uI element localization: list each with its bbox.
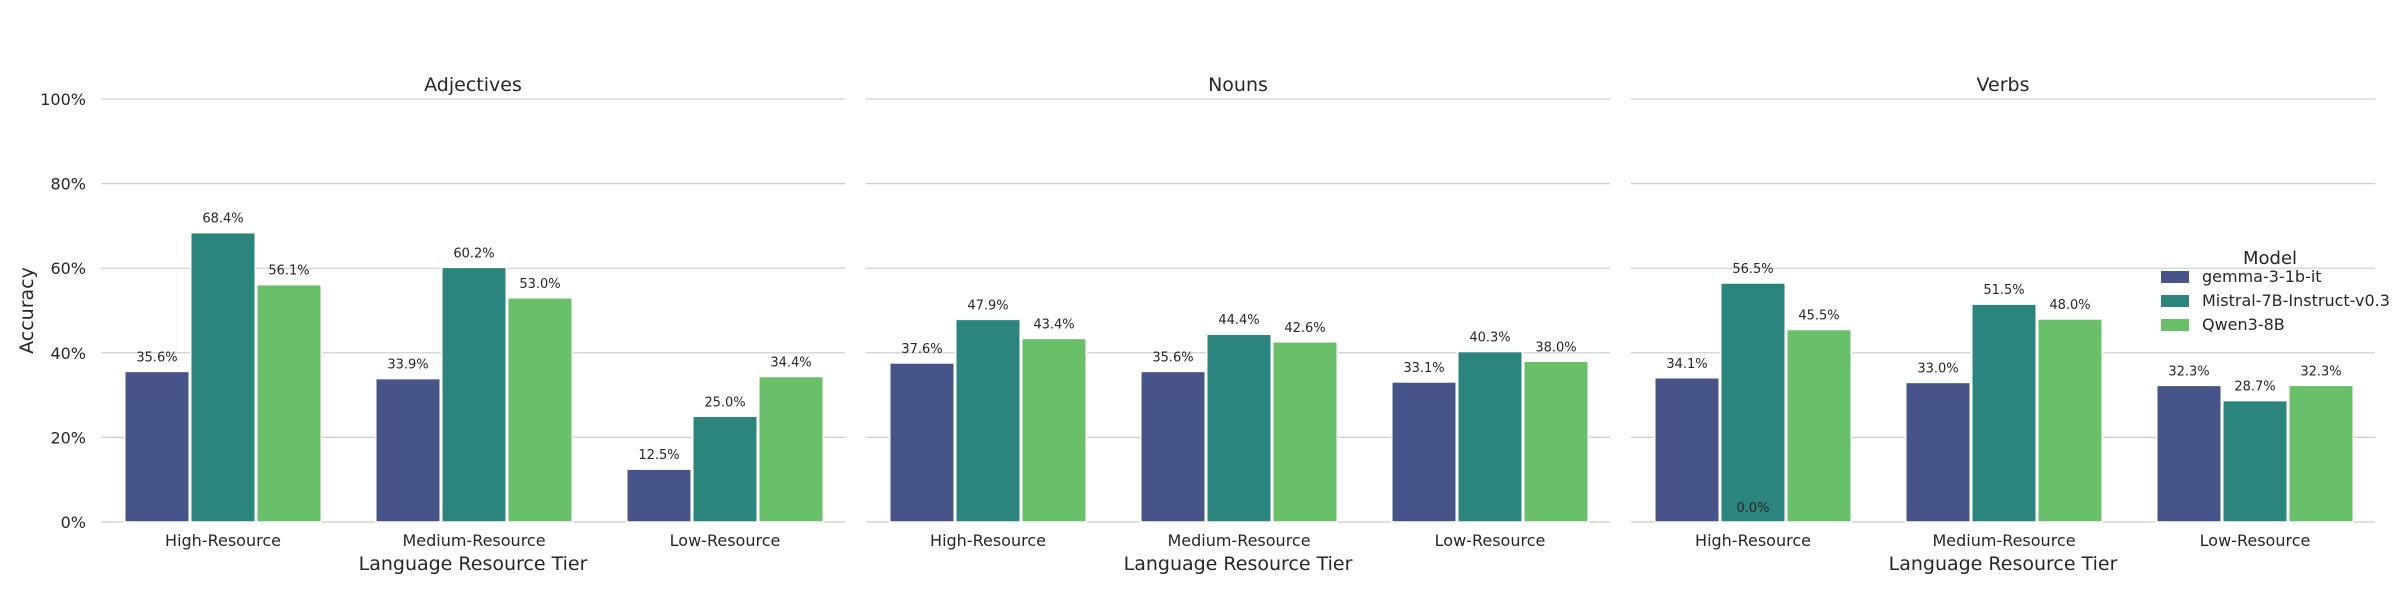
data-label: 32.3% [2168, 364, 2209, 379]
x-tick-label: High-Resource [930, 531, 1046, 550]
legend-swatch [2161, 319, 2189, 331]
bar [1391, 381, 1457, 523]
data-label: 28.7% [2234, 380, 2275, 395]
data-label: 45.5% [1798, 309, 1839, 324]
data-label: 48.0% [2049, 298, 2090, 313]
bar [2037, 318, 2103, 523]
legend-swatch [2161, 295, 2189, 307]
y-tick-label: 60% [50, 259, 86, 278]
y-tick-label: 40% [50, 344, 86, 363]
data-label: 44.4% [1218, 313, 1259, 328]
data-label: 68.4% [202, 212, 243, 227]
bar [2288, 384, 2354, 523]
x-tick-label: High-Resource [165, 531, 281, 550]
x-axis-label: Language Resource Tier [1124, 553, 1353, 575]
y-axis-label: Accuracy [16, 267, 38, 354]
panel-title: Verbs [1977, 74, 2030, 96]
bar [124, 370, 190, 523]
bar [1021, 337, 1087, 523]
bar [190, 231, 256, 523]
bar [1523, 360, 1589, 523]
data-label: 51.5% [1983, 283, 2024, 298]
data-label: 43.4% [1033, 317, 1074, 332]
bar [1905, 381, 1971, 523]
bar [1272, 341, 1338, 523]
x-tick-label: Low-Resource [670, 531, 781, 550]
bar [1457, 350, 1523, 523]
legend-swatch [2161, 271, 2189, 283]
legend-entry: Qwen3-8B [2202, 315, 2285, 334]
bar [1786, 328, 1852, 523]
data-label: 33.0% [1917, 361, 1958, 376]
data-label: 33.9% [387, 358, 428, 373]
legend-entry: Mistral-7B-Instruct-v0.3 [2202, 291, 2390, 310]
data-label: 56.5% [1732, 262, 1773, 277]
bar [955, 318, 1021, 523]
bar [375, 377, 441, 523]
bar [441, 266, 507, 523]
bar [256, 283, 322, 523]
x-tick-label: Medium-Resource [402, 531, 545, 550]
bar [2156, 384, 2222, 523]
x-tick-label: Medium-Resource [1167, 531, 1310, 550]
y-tick-label: 80% [50, 175, 86, 194]
data-label: 25.0% [704, 395, 745, 410]
x-tick-label: Low-Resource [2200, 531, 2311, 550]
panel-title: Nouns [1208, 74, 1268, 96]
x-tick-label: Medium-Resource [1932, 531, 2075, 550]
data-label: 56.1% [268, 264, 309, 279]
data-label: 34.4% [770, 355, 811, 370]
x-axis-label: Language Resource Tier [1889, 553, 2118, 575]
data-label: 37.6% [901, 342, 942, 357]
data-label: 35.6% [1152, 350, 1193, 365]
x-axis-label: Language Resource Tier [359, 553, 588, 575]
data-label: 12.5% [638, 448, 679, 463]
data-label: 42.6% [1284, 321, 1325, 336]
data-label: 35.6% [136, 350, 177, 365]
bar [1720, 282, 1786, 523]
legend-title: Model [2243, 248, 2297, 269]
y-tick-label: 20% [50, 428, 86, 447]
data-label: 34.1% [1666, 357, 1707, 372]
bar [889, 362, 955, 523]
bar [1206, 333, 1272, 523]
y-tick-label: 0% [61, 513, 86, 532]
bar [1654, 377, 1720, 523]
bar [692, 415, 758, 523]
y-tick-label: 100% [40, 90, 86, 109]
data-label: 32.3% [2300, 364, 2341, 379]
bar [758, 375, 824, 523]
bar [507, 297, 573, 523]
bar [626, 468, 692, 523]
bar [2222, 399, 2288, 523]
legend-entry: gemma-3-1b-it [2202, 267, 2322, 286]
data-label: 40.3% [1469, 331, 1510, 346]
panel-title: Adjectives [424, 74, 522, 96]
data-label: 38.0% [1535, 340, 1576, 355]
data-label: 60.2% [453, 246, 494, 261]
bar [1971, 303, 2037, 523]
data-label: 53.0% [519, 277, 560, 292]
bar [1140, 370, 1206, 523]
annotation-label: 0.0% [1736, 501, 1769, 516]
data-label: 47.9% [967, 298, 1008, 313]
data-label: 33.1% [1403, 361, 1444, 376]
x-tick-label: High-Resource [1695, 531, 1811, 550]
x-tick-label: Low-Resource [1435, 531, 1546, 550]
